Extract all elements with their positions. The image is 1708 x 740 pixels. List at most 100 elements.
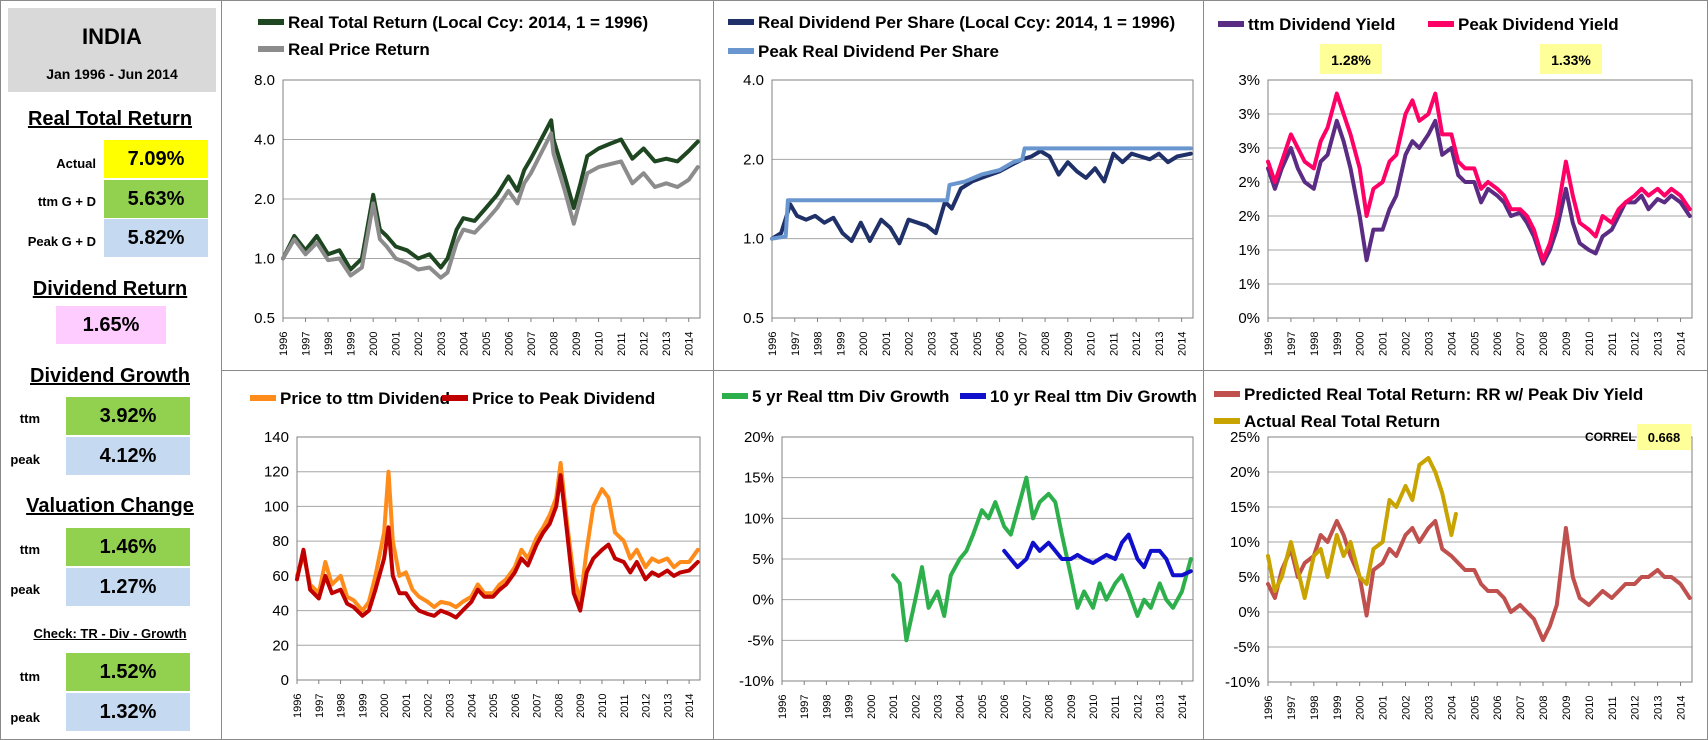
y-tick-label: 20% bbox=[744, 429, 774, 446]
x-tick-label: 2007 bbox=[1515, 696, 1527, 720]
x-tick-label: 2013 bbox=[1154, 332, 1166, 356]
row-label: ttm bbox=[19, 542, 40, 557]
x-tick-label: 2001 bbox=[1378, 332, 1390, 356]
y-tick-label: 15% bbox=[744, 470, 774, 487]
y-tick-label: 4.0 bbox=[254, 132, 275, 149]
dividend-growth-peak-value: 4.12% bbox=[66, 437, 190, 475]
plot-area bbox=[282, 79, 701, 319]
actual-return-value: 7.09% bbox=[104, 140, 208, 178]
x-tick-label: 2003 bbox=[436, 332, 448, 356]
x-tick-label: 2004 bbox=[1446, 696, 1458, 720]
row-label: peak bbox=[10, 710, 40, 725]
x-tick-label: 2012 bbox=[641, 694, 653, 718]
x-tick-label: 2012 bbox=[1132, 695, 1144, 719]
y-tick-label: 15% bbox=[1230, 499, 1260, 516]
x-tick-label: 2002 bbox=[423, 694, 435, 718]
series-line bbox=[1266, 118, 1692, 266]
check-ttm-value: 1.52% bbox=[66, 653, 190, 691]
x-tick-label: 2010 bbox=[1088, 695, 1100, 719]
legend-label: Predicted Real Total Return: RR w/ Peak … bbox=[1244, 385, 1643, 404]
x-tick-label: 2003 bbox=[933, 695, 945, 719]
x-tick-label: 2010 bbox=[1086, 332, 1098, 356]
valuation-change-heading: Valuation Change bbox=[26, 495, 194, 517]
x-tick-label: 2002 bbox=[1401, 332, 1413, 356]
x-tick-label: 1998 bbox=[1309, 332, 1321, 356]
title-box: INDIA Jan 1996 - Jun 2014 bbox=[8, 8, 216, 92]
x-tick-label: 2005 bbox=[977, 695, 989, 719]
x-tick-label: 2009 bbox=[1561, 332, 1573, 356]
series-line bbox=[295, 473, 700, 620]
x-tick-label: 2010 bbox=[594, 332, 606, 356]
y-tick-label: 60 bbox=[272, 568, 289, 585]
y-tick-label: 0% bbox=[1238, 310, 1260, 327]
x-tick-label: 2009 bbox=[1066, 695, 1078, 719]
x-tick-label: 2007 bbox=[532, 694, 544, 718]
y-tick-label: 8.0 bbox=[254, 72, 275, 89]
ttm-yield-callout: 1.28% bbox=[1331, 52, 1371, 68]
x-tick-label: 2012 bbox=[639, 332, 651, 356]
x-tick-label: 2003 bbox=[1423, 696, 1435, 720]
legend-label: 10 yr Real ttm Div Growth bbox=[990, 387, 1197, 406]
x-tick-label: 2002 bbox=[1401, 696, 1413, 720]
x-tick-label: 2011 bbox=[616, 332, 628, 356]
y-tick-label: 2% bbox=[1238, 208, 1260, 225]
x-tick-label: 2001 bbox=[391, 332, 403, 356]
x-tick-label: 2004 bbox=[466, 694, 478, 718]
x-tick-label: 2008 bbox=[1538, 332, 1550, 356]
y-tick-label: 80 bbox=[272, 533, 289, 550]
chart-4: 0 20 40 60 80 100 120 140 1996 1997 1998 1999 2000 20… bbox=[250, 389, 701, 718]
chart-6: -10% -5% 0% 5% 10% 15% 20% 25% 1996 1997 1998 1999 2… bbox=[1214, 385, 1693, 720]
y-tick-label: 2.0 bbox=[254, 191, 275, 208]
x-tick-label: 2011 bbox=[619, 694, 631, 718]
valuation-peak-value: 1.27% bbox=[66, 568, 190, 606]
x-tick-label: 2006 bbox=[995, 332, 1007, 356]
x-tick-label: 2005 bbox=[488, 694, 500, 718]
x-tick-label: 2000 bbox=[1355, 332, 1367, 356]
x-tick-label: 2002 bbox=[910, 695, 922, 719]
y-tick-label: 1% bbox=[1238, 242, 1260, 259]
legend-label: Actual Real Total Return bbox=[1244, 412, 1440, 431]
legend-label: ttm Dividend Yield bbox=[1248, 15, 1395, 34]
y-tick-label: 40 bbox=[272, 603, 289, 620]
x-tick-label: 1997 bbox=[799, 695, 811, 719]
x-tick-label: 2001 bbox=[401, 694, 413, 718]
panel-divider bbox=[221, 0, 222, 740]
y-tick-label: 120 bbox=[264, 464, 289, 481]
x-tick-label: 1997 bbox=[1286, 696, 1298, 720]
x-tick-label: 2005 bbox=[972, 332, 984, 356]
x-tick-label: 2003 bbox=[1423, 332, 1435, 356]
legend-label: Real Price Return bbox=[288, 40, 430, 59]
row-label: ttm bbox=[19, 411, 40, 426]
x-tick-label: 2006 bbox=[510, 694, 522, 718]
x-tick-label: 2007 bbox=[1021, 695, 1033, 719]
peak-yield-callout: 1.33% bbox=[1551, 52, 1591, 68]
y-tick-label: 0% bbox=[1238, 604, 1260, 621]
legend-label: 5 yr Real ttm Div Growth bbox=[752, 387, 949, 406]
x-tick-label: 1998 bbox=[813, 332, 825, 356]
x-tick-label: 2000 bbox=[858, 332, 870, 356]
x-tick-label: 2000 bbox=[866, 695, 878, 719]
y-tick-label: -10% bbox=[1225, 674, 1260, 691]
y-tick-label: 20% bbox=[1230, 464, 1260, 481]
chart-5: -10% -5% 0% 5% 10% 15% 20% 1996 1997 1998 1999 2000… bbox=[722, 387, 1197, 719]
row-label: peak bbox=[10, 452, 40, 467]
series-line bbox=[1266, 456, 1458, 600]
correl-value: 0.668 bbox=[1648, 430, 1681, 445]
x-tick-label: 2006 bbox=[999, 695, 1011, 719]
x-tick-label: 2007 bbox=[1017, 332, 1029, 356]
x-tick-label: 1996 bbox=[292, 694, 304, 718]
x-tick-label: 2006 bbox=[1492, 332, 1504, 356]
x-tick-label: 2000 bbox=[1355, 696, 1367, 720]
x-tick-label: 1999 bbox=[1332, 332, 1344, 356]
y-tick-label: 3% bbox=[1238, 140, 1260, 157]
x-tick-label: 2001 bbox=[888, 695, 900, 719]
y-tick-label: 1.0 bbox=[743, 231, 764, 248]
real-total-return-heading: Real Total Return bbox=[27, 108, 193, 130]
x-tick-label: 2004 bbox=[458, 332, 470, 356]
chart-1: 0.5 1.0 2.0 4.0 8.0 1996 1997 1998 1999 2000 2001 2… bbox=[254, 13, 701, 356]
legend-label: Peak Real Dividend Per Share bbox=[758, 42, 999, 61]
x-tick-label: 2010 bbox=[1584, 696, 1596, 720]
x-tick-label: 1996 bbox=[777, 695, 789, 719]
y-tick-label: 5% bbox=[1238, 569, 1260, 586]
